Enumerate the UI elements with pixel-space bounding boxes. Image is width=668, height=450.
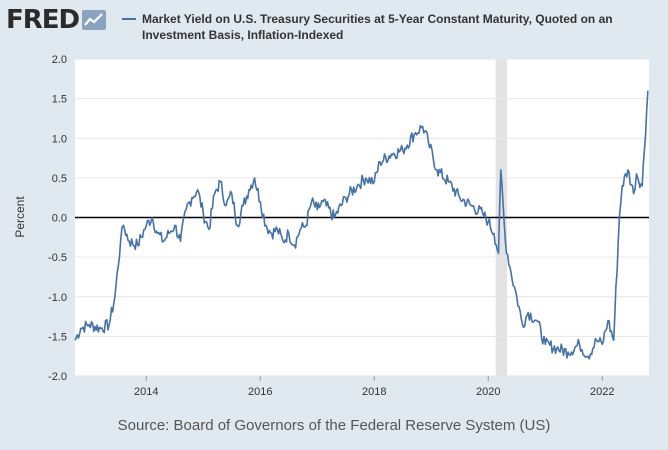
y-tick-label: 0.5 bbox=[52, 173, 67, 185]
y-tick-label: 1.0 bbox=[52, 133, 67, 145]
x-tick-label: 2014 bbox=[134, 386, 158, 398]
y-tick-label: -1.5 bbox=[48, 331, 67, 343]
y-tick-label: 1.5 bbox=[52, 94, 67, 106]
line-chart: -2.0 -1.5 -1.0 -0.5 0.0 0.5 1.0 1.5 2.0 2014 2016… bbox=[13, 54, 649, 398]
y-tick-label: 0.0 bbox=[52, 213, 67, 225]
y-axis-label: Percent bbox=[13, 196, 27, 238]
legend-series-name: Market Yield on U.S. Treasury Securities… bbox=[142, 12, 613, 42]
x-tick-label: 2016 bbox=[248, 386, 272, 398]
fred-logo-text: FRED bbox=[6, 5, 80, 35]
source-note: Source: Board of Governors of the Federa… bbox=[117, 417, 551, 434]
series-line bbox=[74, 90, 649, 360]
x-tick-label: 2018 bbox=[362, 386, 386, 398]
y-tick-label: -0.5 bbox=[48, 252, 67, 264]
legend-swatch bbox=[122, 18, 136, 20]
y-tick-label: -2.0 bbox=[48, 371, 67, 383]
x-tick-label: 2022 bbox=[590, 386, 614, 398]
x-tick-label: 2020 bbox=[476, 386, 500, 398]
chart-legend: Market Yield on U.S. Treasury Securities… bbox=[122, 11, 652, 43]
fred-chart-icon bbox=[82, 10, 107, 30]
y-tick-label: -1.0 bbox=[48, 292, 67, 304]
y-tick-label: 2.0 bbox=[52, 54, 67, 66]
fred-logo[interactable]: FRED bbox=[6, 5, 107, 35]
